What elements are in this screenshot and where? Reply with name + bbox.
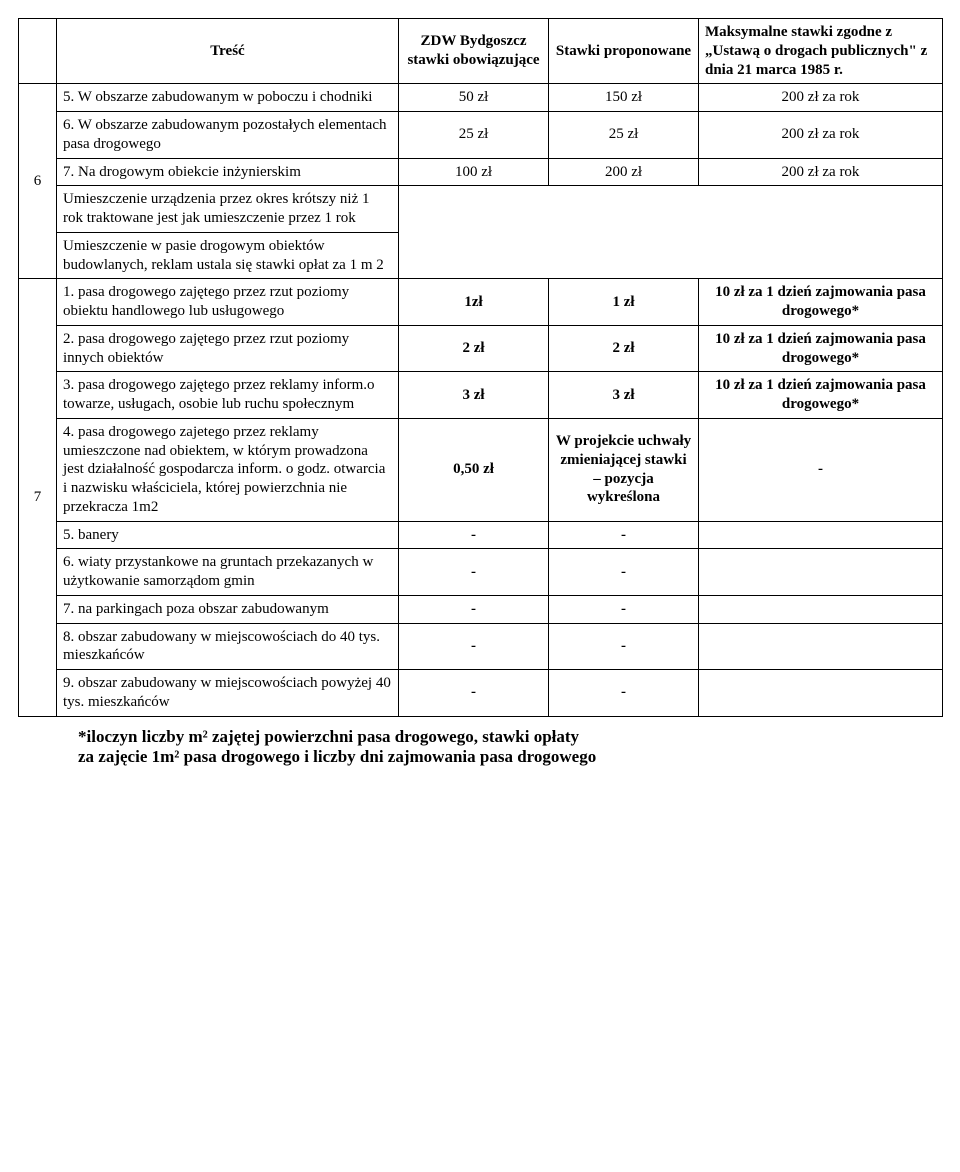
- group6-item5-label: 5. W obszarze zabudowanym w poboczu i ch…: [57, 84, 399, 112]
- group6-item5-zdw: 50 zł: [399, 84, 549, 112]
- group7-item5-label: 5. banery: [57, 521, 399, 549]
- header-zdw: ZDW Bydgoszcz stawki obowiązujące: [399, 19, 549, 84]
- group6-num: 6: [19, 84, 57, 279]
- group7-item8-label: 8. obszar zabudowany w miejscowościach d…: [57, 623, 399, 670]
- table-row: 5. banery - -: [19, 521, 943, 549]
- group7-item4-prop: W projekcie uchwały zmieniającej stawki …: [549, 418, 699, 521]
- footnote-line2: za zajęcie 1m² pasa drogowego i liczby d…: [78, 747, 596, 766]
- group7-item2-prop: 2 zł: [549, 325, 699, 372]
- group6-note1: Umieszczenie urządzenia przez okres krót…: [57, 186, 399, 233]
- group7-item1-max: 10 zł za 1 dzień zajmowania pasa drogowe…: [699, 279, 943, 326]
- group7-item2-zdw: 2 zł: [399, 325, 549, 372]
- header-max: Maksymalne stawki zgodne z „Ustawą o dro…: [699, 19, 943, 84]
- group7-item8-prop: -: [549, 623, 699, 670]
- table-header-row: Treść ZDW Bydgoszcz stawki obowiązujące …: [19, 19, 943, 84]
- group7-item4-label: 4. pasa drogowego zajetego przez reklamy…: [57, 418, 399, 521]
- group6-item6-max: 200 zł za rok: [699, 112, 943, 159]
- table-row: 4. pasa drogowego zajetego przez reklamy…: [19, 418, 943, 521]
- group7-item9-prop: -: [549, 670, 699, 717]
- group6-item5-prop: 150 zł: [549, 84, 699, 112]
- group7-item7-max: [699, 595, 943, 623]
- group6-item5-max: 200 zł za rok: [699, 84, 943, 112]
- group7-item5-zdw: -: [399, 521, 549, 549]
- table-row: 7 1. pasa drogowego zajętego przez rzut …: [19, 279, 943, 326]
- group7-item8-zdw: -: [399, 623, 549, 670]
- group7-item6-label: 6. wiaty przystankowe na gruntach przeka…: [57, 549, 399, 596]
- group7-item8-max: [699, 623, 943, 670]
- group7-item3-max: 10 zł za 1 dzień zajmowania pasa drogowe…: [699, 372, 943, 419]
- group7-item1-zdw: 1zł: [399, 279, 549, 326]
- table-row: 9. obszar zabudowany w miejscowościach p…: [19, 670, 943, 717]
- group7-item2-label: 2. pasa drogowego zajętego przez rzut po…: [57, 325, 399, 372]
- group7-item5-max: [699, 521, 943, 549]
- group6-item6-zdw: 25 zł: [399, 112, 549, 159]
- group6-item7-zdw: 100 zł: [399, 158, 549, 186]
- header-prop: Stawki proponowane: [549, 19, 699, 84]
- table-row: 3. pasa drogowego zajętego przez reklamy…: [19, 372, 943, 419]
- table-row: 8. obszar zabudowany w miejscowościach d…: [19, 623, 943, 670]
- table-row: Umieszczenie urządzenia przez okres krót…: [19, 186, 943, 233]
- header-tresc: Treść: [57, 19, 399, 84]
- group6-notes-empty: [399, 186, 943, 279]
- header-num: [19, 19, 57, 84]
- group7-item3-label: 3. pasa drogowego zajętego przez reklamy…: [57, 372, 399, 419]
- group7-num: 7: [19, 279, 57, 716]
- footnote: *iloczyn liczby m² zajętej powierzchni p…: [18, 727, 942, 767]
- group7-item6-max: [699, 549, 943, 596]
- group7-item3-prop: 3 zł: [549, 372, 699, 419]
- table-row: 6 5. W obszarze zabudowanym w poboczu i …: [19, 84, 943, 112]
- group7-item7-label: 7. na parkingach poza obszar zabudowanym: [57, 595, 399, 623]
- group7-item6-prop: -: [549, 549, 699, 596]
- group7-item7-prop: -: [549, 595, 699, 623]
- group7-item6-zdw: -: [399, 549, 549, 596]
- table-row: 7. na parkingach poza obszar zabudowanym…: [19, 595, 943, 623]
- group6-item7-label: 7. Na drogowym obiekcie inżynierskim: [57, 158, 399, 186]
- group6-note2: Umieszczenie w pasie drogowym obiektów b…: [57, 232, 399, 279]
- footnote-line1: *iloczyn liczby m² zajętej powierzchni p…: [78, 727, 579, 746]
- group7-item4-max: -: [699, 418, 943, 521]
- group6-item7-prop: 200 zł: [549, 158, 699, 186]
- group6-item6-label: 6. W obszarze zabudowanym pozostałych el…: [57, 112, 399, 159]
- group7-item5-prop: -: [549, 521, 699, 549]
- group6-item7-max: 200 zł za rok: [699, 158, 943, 186]
- group7-item3-zdw: 3 zł: [399, 372, 549, 419]
- rates-table: Treść ZDW Bydgoszcz stawki obowiązujące …: [18, 18, 943, 717]
- group7-item1-prop: 1 zł: [549, 279, 699, 326]
- group6-item6-prop: 25 zł: [549, 112, 699, 159]
- table-row: 6. W obszarze zabudowanym pozostałych el…: [19, 112, 943, 159]
- table-row: 2. pasa drogowego zajętego przez rzut po…: [19, 325, 943, 372]
- group7-item2-max: 10 zł za 1 dzień zajmowania pasa drogowe…: [699, 325, 943, 372]
- group7-item9-label: 9. obszar zabudowany w miejscowościach p…: [57, 670, 399, 717]
- group7-item1-label: 1. pasa drogowego zajętego przez rzut po…: [57, 279, 399, 326]
- group7-item7-zdw: -: [399, 595, 549, 623]
- table-row: 7. Na drogowym obiekcie inżynierskim 100…: [19, 158, 943, 186]
- table-row: 6. wiaty przystankowe na gruntach przeka…: [19, 549, 943, 596]
- group7-item9-max: [699, 670, 943, 717]
- group7-item4-zdw: 0,50 zł: [399, 418, 549, 521]
- group7-item9-zdw: -: [399, 670, 549, 717]
